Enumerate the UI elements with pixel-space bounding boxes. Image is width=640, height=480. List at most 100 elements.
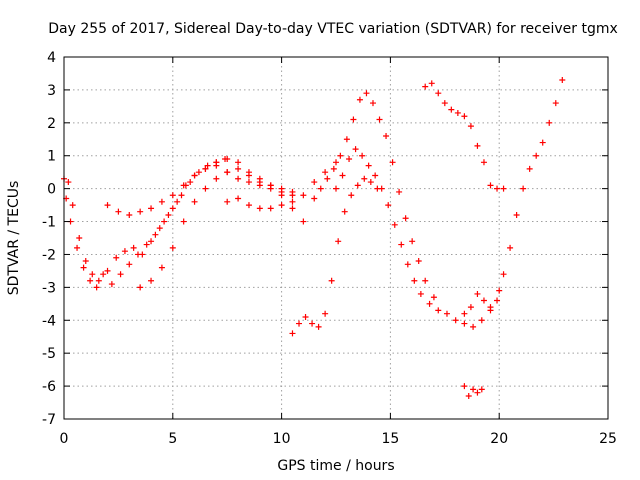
data-point	[267, 205, 274, 212]
data-point	[389, 159, 396, 166]
data-point	[417, 290, 424, 297]
data-point	[302, 313, 309, 320]
data-point	[169, 192, 176, 199]
y-tick-label: 2	[47, 116, 56, 132]
y-tick-label: -5	[42, 346, 56, 362]
data-point	[494, 297, 501, 304]
data-point	[396, 188, 403, 195]
data-point	[500, 271, 507, 278]
data-point	[428, 80, 435, 87]
series-sat-g	[311, 90, 437, 301]
data-point	[520, 185, 527, 192]
data-point	[148, 277, 155, 284]
data-point	[361, 175, 368, 182]
data-point	[467, 123, 474, 130]
data-point	[356, 96, 363, 103]
data-point	[478, 386, 485, 393]
data-point	[69, 202, 76, 209]
y-tick-label: -3	[42, 280, 56, 296]
data-point	[289, 330, 296, 337]
data-point	[461, 113, 468, 120]
data-point	[289, 205, 296, 212]
y-tick-label: -2	[42, 247, 56, 263]
data-point	[363, 90, 370, 97]
data-point	[169, 205, 176, 212]
data-point	[324, 175, 331, 182]
data-point	[339, 172, 346, 179]
data-point	[245, 179, 252, 186]
data-point	[137, 208, 144, 215]
data-point	[411, 277, 418, 284]
y-tick-label: 0	[47, 182, 56, 198]
data-point	[278, 202, 285, 209]
data-point	[333, 185, 339, 192]
data-point	[315, 323, 322, 330]
data-point	[480, 159, 487, 166]
data-point	[478, 317, 485, 324]
data-point	[235, 165, 242, 172]
data-point	[480, 297, 487, 304]
data-point	[87, 277, 94, 284]
data-point	[235, 195, 242, 202]
data-point	[322, 169, 329, 176]
data-point	[422, 83, 429, 90]
data-point	[348, 192, 355, 199]
data-point	[158, 198, 165, 205]
data-point	[474, 389, 481, 396]
data-point	[367, 179, 374, 186]
data-point	[376, 116, 383, 123]
data-point	[161, 218, 168, 225]
series-sat-e	[224, 159, 339, 212]
data-point	[470, 386, 477, 393]
data-point	[100, 271, 107, 278]
data-point	[126, 261, 133, 268]
data-point	[165, 211, 172, 218]
data-point	[343, 136, 350, 143]
data-point	[113, 254, 120, 261]
x-tick-label: 20	[490, 431, 508, 447]
data-point	[402, 215, 409, 222]
data-point	[470, 323, 477, 330]
data-point	[115, 208, 122, 215]
tick-layer: 0 5 10 15 20 25 -7 -6 -5 -4 -3 -2 -1 0 1 2 3 4	[42, 50, 617, 447]
data-point	[108, 281, 115, 288]
data-point	[474, 290, 481, 297]
data-point	[346, 156, 353, 163]
data-point	[365, 162, 372, 169]
data-point	[300, 218, 307, 225]
series-sat-f	[289, 175, 381, 337]
data-point	[385, 202, 392, 209]
series-sat-i	[422, 80, 507, 192]
data-point	[328, 277, 335, 284]
data-point	[289, 198, 296, 205]
x-tick-label: 25	[599, 431, 617, 447]
data-point	[267, 182, 274, 189]
data-point	[317, 185, 324, 192]
x-axis-label: GPS time / hours	[277, 458, 394, 474]
chart-title: Day 255 of 2017, Sidereal Day-to-day VTE…	[48, 21, 618, 37]
data-point	[415, 258, 422, 265]
data-point	[533, 152, 540, 159]
data-point	[213, 175, 220, 182]
data-point	[443, 310, 450, 317]
data-point	[422, 277, 429, 284]
data-point	[148, 238, 155, 245]
data-point	[378, 185, 385, 192]
data-point	[224, 198, 231, 205]
data-point	[180, 218, 187, 225]
data-point	[452, 317, 459, 324]
data-point	[426, 300, 433, 307]
data-point	[89, 271, 96, 278]
data-point	[309, 320, 316, 327]
data-point	[256, 205, 263, 212]
data-point	[296, 320, 303, 327]
data-point	[74, 244, 81, 251]
data-point	[130, 244, 137, 251]
data-point	[461, 320, 468, 327]
data-point	[143, 241, 150, 248]
data-point	[82, 258, 89, 265]
data-point	[289, 188, 296, 195]
data-point	[224, 156, 231, 163]
data-point	[341, 208, 348, 215]
data-point	[552, 100, 559, 107]
